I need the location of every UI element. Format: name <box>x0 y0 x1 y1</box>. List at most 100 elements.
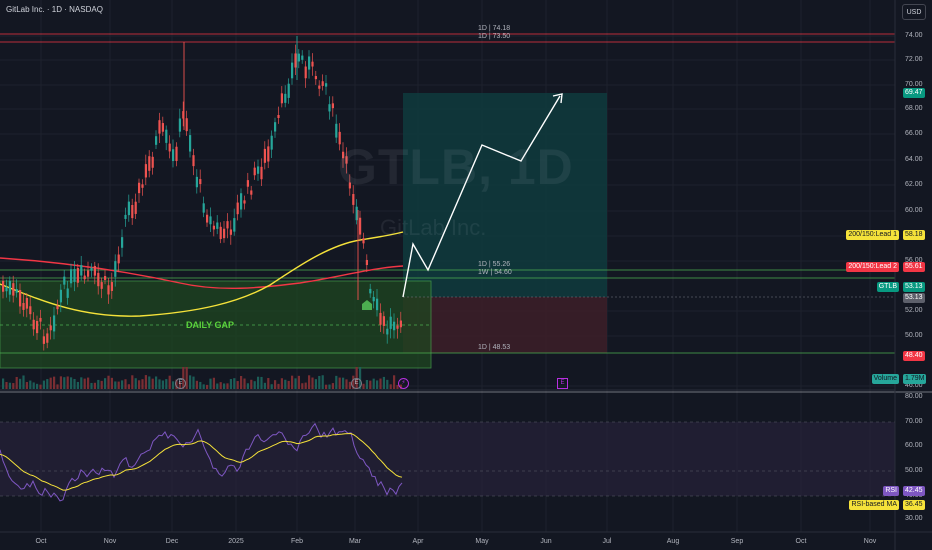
volume-bar <box>15 376 18 389</box>
time-tick: Nov <box>863 538 877 545</box>
volume-bar <box>172 381 175 389</box>
future-earnings-icon[interactable]: E <box>557 378 568 389</box>
watermark-name: GitLab Inc. <box>380 215 487 240</box>
volume-bar <box>19 378 22 389</box>
candle-body <box>206 214 209 223</box>
candle-body <box>70 269 73 284</box>
candle-body <box>233 218 236 232</box>
volume-bar <box>199 381 202 389</box>
volume-bar <box>236 381 239 389</box>
volume-bar <box>260 376 263 389</box>
candle-body <box>114 261 117 277</box>
volume-bar <box>124 379 127 389</box>
candle-body <box>168 143 171 152</box>
candle-body <box>39 317 42 322</box>
candle-body <box>318 85 321 89</box>
volume-bar <box>229 379 232 389</box>
price-tick: 60.00 <box>905 207 923 214</box>
volume-bar <box>219 382 222 389</box>
volume-bar <box>250 379 253 389</box>
volume-bar <box>158 379 161 389</box>
split-event-icon[interactable]: ⚡ <box>398 378 409 389</box>
rsi-tick: 60.00 <box>905 442 923 449</box>
time-tick: Jun <box>540 538 552 545</box>
candle-body <box>25 297 28 309</box>
volume-bar <box>379 378 382 389</box>
symbol-title[interactable]: GitLab Inc. · 1D · NASDAQ <box>6 5 103 14</box>
volume-bar <box>314 379 317 389</box>
candle-body <box>342 151 345 159</box>
candle-body <box>321 81 324 86</box>
volume-bar <box>294 378 297 389</box>
candle-body <box>158 120 161 134</box>
candle-body <box>359 217 362 235</box>
candle-body <box>365 259 368 266</box>
volume-bar <box>223 383 226 389</box>
candle-body <box>195 176 198 188</box>
candle-body <box>226 221 229 229</box>
annotation-level-55: 1D | 55.26 <box>478 261 511 268</box>
volume-bar <box>144 375 147 389</box>
candle-body <box>165 129 168 143</box>
candle-body <box>36 320 39 334</box>
candle-body <box>178 118 181 132</box>
candle-body <box>100 282 103 289</box>
volume-bar <box>148 376 151 389</box>
volume-bar <box>372 378 375 389</box>
candle-body <box>236 202 239 215</box>
candle-body <box>182 111 185 119</box>
price-tag-value: 58.18 <box>903 230 925 240</box>
volume-bar <box>97 379 100 389</box>
volume-bar <box>297 375 300 389</box>
price-tick: 64.00 <box>905 156 923 163</box>
candle-body <box>240 193 243 210</box>
price-tag-label: GTLB <box>876 282 899 292</box>
candle-body <box>192 155 195 167</box>
volume-bar <box>2 378 5 389</box>
volume-bar <box>338 377 341 389</box>
volume-bar <box>100 380 103 389</box>
candle-body <box>260 166 263 180</box>
candle-body <box>393 321 396 331</box>
rsi-ma-line <box>0 432 403 491</box>
candle-body <box>376 298 379 311</box>
price-tick: 62.00 <box>905 181 923 188</box>
volume-bar <box>39 384 42 389</box>
volume-bar <box>110 377 113 389</box>
volume-bars <box>2 367 402 389</box>
volume-bar <box>29 380 32 389</box>
volume-bar <box>83 378 86 389</box>
candle-body <box>104 276 107 280</box>
price-tag-value: 53.13 <box>903 282 925 292</box>
volume-bar <box>165 379 168 389</box>
earnings-event-icon[interactable]: E <box>175 378 186 389</box>
candle-body <box>209 216 212 225</box>
volume-bar <box>362 383 365 389</box>
volume-bar <box>114 381 117 389</box>
earnings-event-icon[interactable]: E <box>351 378 362 389</box>
volume-bar <box>328 384 331 389</box>
price-tag-label: 200/150:Lead 2 <box>846 262 899 272</box>
candle-body <box>212 225 215 230</box>
time-tick: 2025 <box>228 538 244 545</box>
candle-body <box>93 265 96 276</box>
candle-body <box>107 285 110 295</box>
candle-body <box>131 204 134 219</box>
price-tag-value: 55.61 <box>903 262 925 272</box>
price-tick: 74.00 <box>905 32 923 39</box>
candle-body <box>80 265 83 276</box>
volume-bar <box>134 378 137 389</box>
rsi-tick: 50.00 <box>905 467 923 474</box>
candle-body <box>216 222 219 229</box>
volume-bar <box>185 367 188 389</box>
volume-bar <box>127 384 130 389</box>
volume-bar <box>155 376 158 389</box>
currency-button[interactable]: USD <box>902 4 926 20</box>
volume-bar <box>335 375 338 389</box>
volume-bar <box>263 382 266 389</box>
volume-bar <box>70 377 73 389</box>
candle-body <box>287 83 290 98</box>
price-tag-label: 200/150:Lead 1 <box>846 230 899 240</box>
candle-body <box>63 276 66 285</box>
